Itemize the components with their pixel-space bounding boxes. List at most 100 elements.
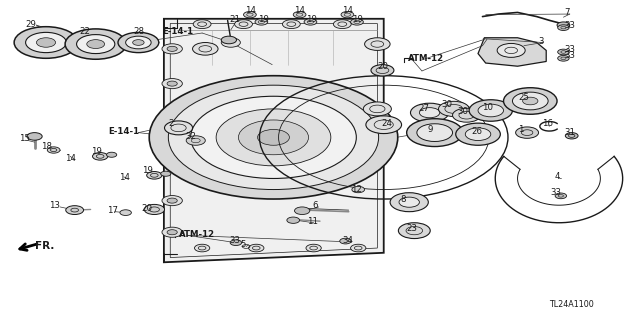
Text: 11: 11 <box>307 217 318 226</box>
Circle shape <box>351 244 366 252</box>
Text: 33: 33 <box>564 21 576 30</box>
Text: 33: 33 <box>550 188 562 197</box>
Circle shape <box>66 206 84 214</box>
Circle shape <box>26 33 67 53</box>
Text: 15: 15 <box>19 134 30 144</box>
Circle shape <box>364 102 392 116</box>
Circle shape <box>456 123 500 145</box>
Circle shape <box>167 198 177 203</box>
Circle shape <box>144 204 164 214</box>
Circle shape <box>410 103 449 122</box>
Circle shape <box>221 38 241 47</box>
Text: 10: 10 <box>483 103 493 112</box>
Circle shape <box>193 20 211 29</box>
Polygon shape <box>478 38 546 66</box>
Polygon shape <box>164 19 384 262</box>
Circle shape <box>516 127 539 138</box>
Circle shape <box>294 207 310 214</box>
Circle shape <box>333 20 351 29</box>
Circle shape <box>167 160 177 165</box>
Circle shape <box>244 11 256 18</box>
Circle shape <box>287 217 300 223</box>
Text: 17: 17 <box>106 206 118 215</box>
Text: 29: 29 <box>26 20 36 29</box>
Circle shape <box>118 33 159 53</box>
Text: 14: 14 <box>119 173 131 182</box>
Text: 20: 20 <box>378 62 388 71</box>
Text: 24: 24 <box>381 119 392 128</box>
Text: FR.: FR. <box>35 241 54 251</box>
Circle shape <box>417 124 452 141</box>
Text: 16: 16 <box>541 119 553 128</box>
Circle shape <box>304 19 317 25</box>
Circle shape <box>557 22 570 28</box>
Text: E-14-1: E-14-1 <box>162 27 193 36</box>
Circle shape <box>77 34 115 54</box>
Text: 2: 2 <box>168 119 174 128</box>
Circle shape <box>167 81 177 86</box>
Circle shape <box>162 78 182 89</box>
Circle shape <box>162 44 182 54</box>
Text: 18: 18 <box>41 142 52 151</box>
Text: 14: 14 <box>342 6 353 15</box>
Circle shape <box>36 38 56 47</box>
Circle shape <box>65 29 126 59</box>
Circle shape <box>557 25 569 31</box>
Text: E-14-1: E-14-1 <box>108 127 140 136</box>
Text: 33: 33 <box>230 236 241 245</box>
Circle shape <box>162 120 182 130</box>
Text: 30: 30 <box>441 100 452 109</box>
Circle shape <box>371 65 394 76</box>
Circle shape <box>438 101 469 116</box>
Circle shape <box>239 120 308 155</box>
Circle shape <box>399 197 419 207</box>
Text: 13: 13 <box>49 201 60 210</box>
Text: 34: 34 <box>342 236 353 245</box>
Circle shape <box>147 172 162 179</box>
Circle shape <box>27 133 42 140</box>
Text: 19: 19 <box>352 15 363 24</box>
Circle shape <box>93 152 108 160</box>
Circle shape <box>186 136 205 145</box>
Circle shape <box>282 20 300 29</box>
Circle shape <box>504 88 557 114</box>
Text: 19: 19 <box>91 147 102 156</box>
Circle shape <box>365 38 390 50</box>
Text: 7: 7 <box>564 8 570 17</box>
Circle shape <box>106 152 116 157</box>
Circle shape <box>47 147 60 153</box>
Circle shape <box>293 11 306 18</box>
Circle shape <box>478 104 504 117</box>
Text: 19: 19 <box>306 15 317 24</box>
Circle shape <box>195 244 210 252</box>
Text: 19: 19 <box>141 167 152 175</box>
Text: 23: 23 <box>406 224 417 233</box>
Circle shape <box>469 100 513 121</box>
Text: ATM-12: ATM-12 <box>179 230 214 239</box>
Circle shape <box>248 244 264 252</box>
Text: 28: 28 <box>133 27 144 36</box>
Circle shape <box>257 130 289 145</box>
Text: 33: 33 <box>564 45 576 54</box>
Text: 31: 31 <box>564 128 576 137</box>
Circle shape <box>149 76 397 199</box>
Circle shape <box>162 227 182 237</box>
Text: TL24A1100: TL24A1100 <box>549 300 594 309</box>
Circle shape <box>565 133 578 139</box>
Text: 30: 30 <box>457 107 468 116</box>
Circle shape <box>162 158 182 168</box>
Circle shape <box>390 193 428 212</box>
Text: 1: 1 <box>518 125 523 134</box>
Circle shape <box>235 20 252 29</box>
Text: 19: 19 <box>257 15 268 24</box>
Circle shape <box>557 49 569 55</box>
Text: 25: 25 <box>519 93 530 102</box>
Circle shape <box>125 36 151 49</box>
Circle shape <box>161 171 171 176</box>
Circle shape <box>255 19 268 25</box>
Circle shape <box>351 19 364 25</box>
Text: 33: 33 <box>564 51 576 60</box>
Circle shape <box>398 223 430 239</box>
Circle shape <box>191 96 356 178</box>
Text: 14: 14 <box>65 154 76 163</box>
